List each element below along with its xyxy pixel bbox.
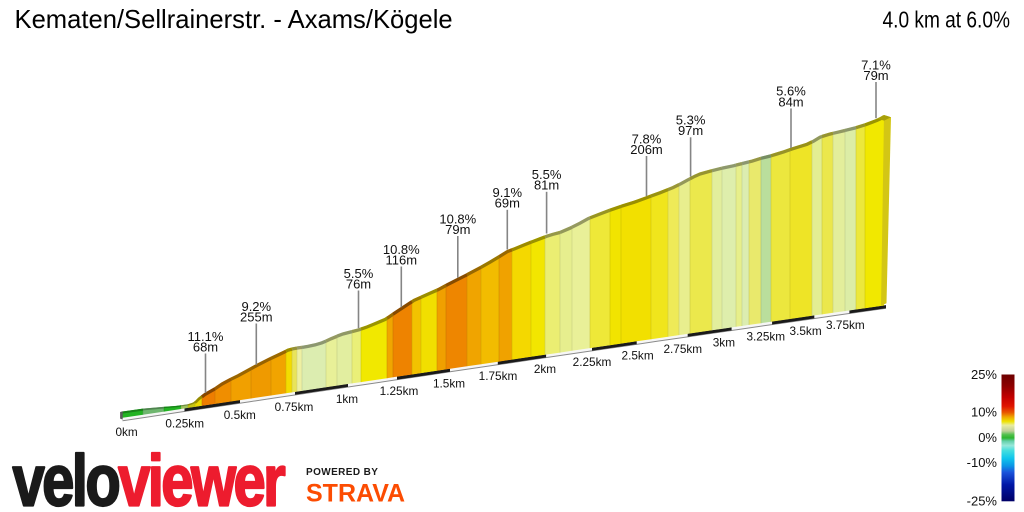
- svg-text:2.25km: 2.25km: [573, 355, 612, 369]
- svg-text:81m: 81m: [534, 178, 559, 193]
- svg-text:7.8%: 7.8%: [632, 131, 662, 146]
- svg-text:POWERED BY: POWERED BY: [306, 467, 378, 478]
- svg-text:0.75km: 0.75km: [275, 400, 314, 414]
- svg-text:4.0 km at 6.0%: 4.0 km at 6.0%: [883, 7, 1011, 33]
- svg-text:255m: 255m: [240, 309, 273, 324]
- svg-text:3.25km: 3.25km: [746, 330, 785, 344]
- svg-text:0%: 0%: [978, 430, 997, 445]
- svg-text:68m: 68m: [193, 339, 218, 354]
- svg-text:9.1%: 9.1%: [492, 185, 522, 200]
- svg-text:69m: 69m: [495, 196, 520, 211]
- svg-text:25%: 25%: [971, 367, 997, 382]
- svg-text:0.5km: 0.5km: [224, 408, 256, 422]
- svg-text:5.5%: 5.5%: [532, 167, 562, 182]
- svg-text:79m: 79m: [863, 68, 888, 83]
- svg-text:veloviewer: veloviewer: [13, 440, 286, 512]
- svg-text:84m: 84m: [778, 94, 803, 109]
- svg-text:-10%: -10%: [967, 455, 998, 470]
- svg-text:1km: 1km: [336, 392, 358, 406]
- svg-text:206m: 206m: [630, 142, 663, 157]
- svg-text:116m: 116m: [386, 252, 418, 267]
- svg-text:3.75km: 3.75km: [826, 318, 865, 332]
- svg-text:1.25km: 1.25km: [380, 384, 419, 398]
- svg-text:7.1%: 7.1%: [861, 57, 891, 72]
- svg-text:5.3%: 5.3%: [676, 113, 706, 128]
- svg-text:0km: 0km: [115, 425, 137, 439]
- svg-text:11.1%: 11.1%: [188, 329, 224, 344]
- svg-text:79m: 79m: [445, 222, 470, 237]
- svg-text:3.5km: 3.5km: [790, 324, 822, 338]
- svg-text:2.75km: 2.75km: [663, 342, 702, 356]
- svg-text:1.5km: 1.5km: [433, 377, 465, 391]
- svg-text:2km: 2km: [534, 362, 556, 376]
- svg-text:Kematen/Sellrainerstr. - Axams: Kematen/Sellrainerstr. - Axams/Kögele: [15, 6, 453, 34]
- svg-text:1.75km: 1.75km: [479, 369, 518, 383]
- svg-text:5.6%: 5.6%: [776, 84, 806, 99]
- svg-text:10.8%: 10.8%: [439, 211, 476, 226]
- svg-text:3km: 3km: [713, 336, 735, 350]
- svg-text:0.25km: 0.25km: [165, 416, 204, 430]
- svg-text:10.8%: 10.8%: [383, 242, 420, 257]
- svg-text:2.5km: 2.5km: [622, 349, 654, 363]
- svg-text:STRAVA: STRAVA: [306, 480, 405, 508]
- svg-text:97m: 97m: [678, 123, 703, 138]
- svg-text:10%: 10%: [971, 404, 997, 419]
- svg-text:5.5%: 5.5%: [344, 266, 374, 281]
- svg-text:9.2%: 9.2%: [241, 299, 271, 314]
- svg-text:76m: 76m: [346, 276, 371, 291]
- svg-text:-25%: -25%: [967, 493, 998, 508]
